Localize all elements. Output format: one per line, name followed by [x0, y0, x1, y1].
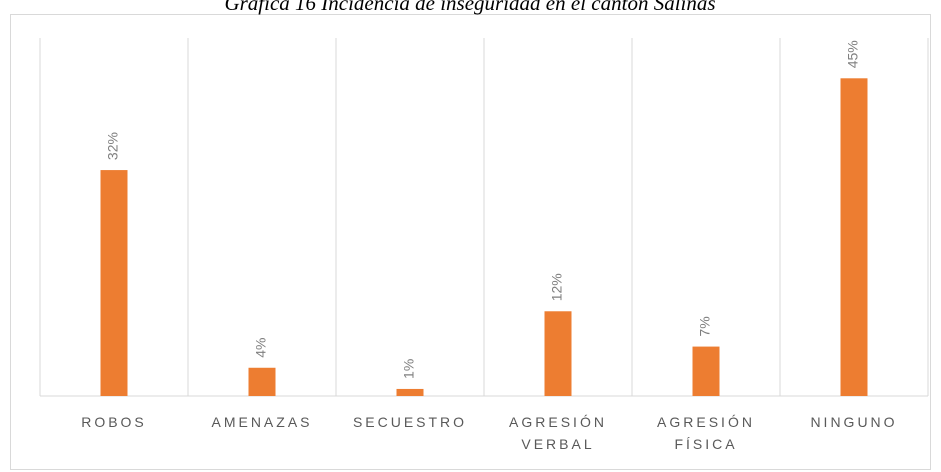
data-label: 1% — [401, 359, 417, 379]
data-label: 4% — [253, 338, 269, 358]
x-tick-label: ROBOS — [81, 414, 147, 430]
bar — [396, 388, 424, 396]
x-tick-label: SECUESTRO — [352, 414, 468, 430]
data-label: 7% — [697, 316, 713, 336]
x-tick-label: AMENAZAS — [211, 414, 313, 430]
x-tick-label: NINGUNO — [810, 414, 898, 430]
x-tick-label: AGRESIÓN FÍSICA — [657, 414, 755, 452]
bar — [544, 311, 572, 396]
bar — [692, 346, 720, 396]
chart-border — [10, 14, 931, 470]
x-tick-label: AGRESIÓN VERBAL — [509, 414, 607, 452]
data-label: 12% — [549, 273, 565, 301]
bar — [248, 367, 276, 396]
data-label: 45% — [845, 40, 861, 68]
bar — [840, 78, 868, 397]
chart-title: Gráfica 16 Incidencia de inseguridad en … — [224, 0, 715, 15]
data-label: 32% — [105, 132, 121, 160]
bar — [100, 170, 128, 396]
